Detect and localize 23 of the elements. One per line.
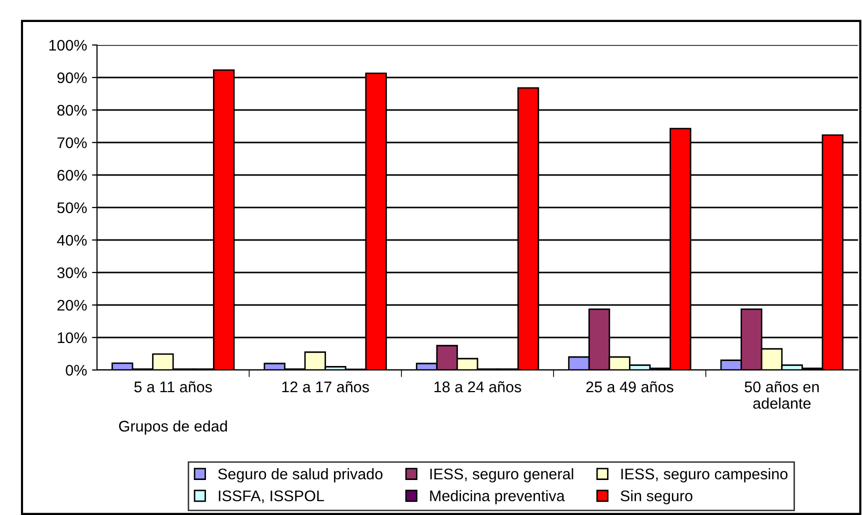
legend-label: Medicina preventiva [430, 490, 565, 504]
x-tick-label: 5 a 11 años [134, 381, 212, 392]
x-tick-label: 12 a 17 años [282, 381, 369, 392]
y-tick-label: 80% [57, 104, 87, 116]
y-tick-label: 90% [57, 72, 87, 84]
legend-label: IESS, seguro general [430, 468, 574, 482]
x-tick-label: 25 a 49 años [586, 381, 674, 392]
legend-label: Sin seguro [620, 490, 692, 504]
y-tick-label: 20% [57, 300, 87, 311]
y-tick-label: 70% [57, 137, 87, 148]
y-tick-label: 100% [49, 40, 87, 51]
x-axis-title: Grupos de edad [119, 420, 227, 435]
legend-label: IESS, seguro campesino [621, 468, 788, 482]
y-tick-label: 30% [57, 267, 87, 278]
y-tick-label: 60% [57, 170, 87, 181]
y-tick-label: 50% [57, 202, 87, 214]
y-tick-label: 0% [66, 364, 87, 376]
y-tick-label: 10% [58, 332, 87, 344]
x-tick-label: 18 a 24 años [434, 381, 522, 392]
y-tick-label: 40% [57, 234, 87, 246]
legend-label: Seguro de salud privado [218, 468, 382, 482]
legend-label: ISSFA, ISSPOL [218, 490, 324, 504]
x-tick-label: 50 años en adelante [744, 381, 819, 409]
